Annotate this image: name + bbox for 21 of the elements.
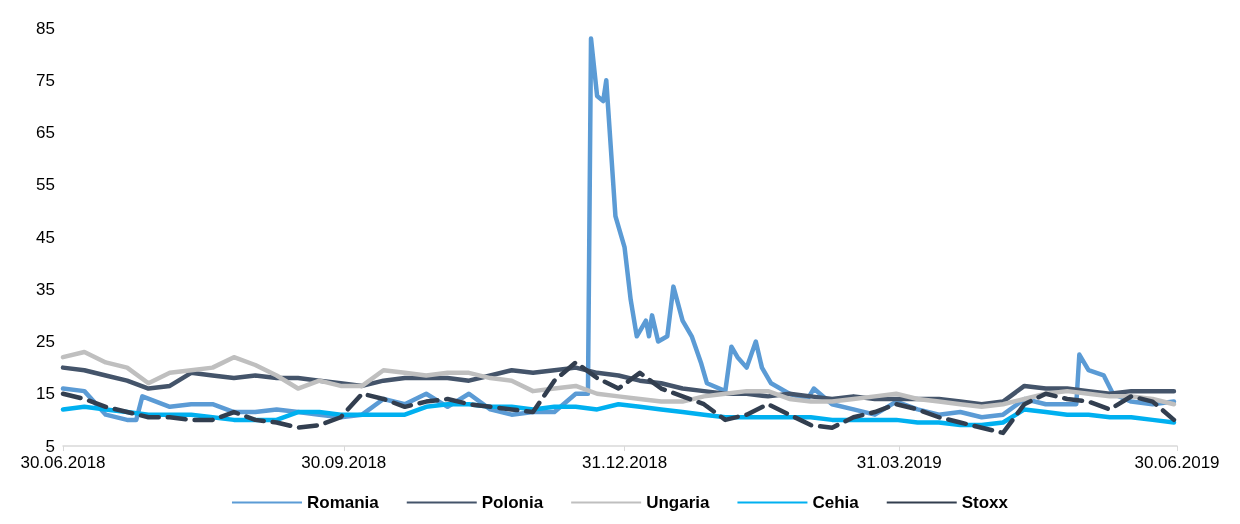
x-tick-label: 30.06.2018 [20, 453, 106, 472]
y-tick-label: 45 [36, 227, 55, 247]
y-tick-label: 25 [36, 332, 55, 351]
y-tick-label: 85 [36, 18, 55, 38]
legend-label: Cehia [812, 493, 860, 512]
legend-label: Romania [306, 493, 380, 512]
y-tick-label: 75 [36, 70, 55, 90]
x-tick-label: 30.09.2018 [301, 453, 387, 472]
y-tick-label: 65 [36, 123, 55, 142]
y-tick-label: 15 [36, 384, 55, 404]
y-tick-label: 35 [36, 279, 55, 299]
y-tick-label: 55 [36, 175, 55, 195]
line-series [60, 360, 1177, 436]
legend-label: Ungaria [646, 493, 710, 512]
x-tick-label: 31.12.2018 [582, 453, 668, 472]
legend-label: Polonia [481, 493, 544, 512]
x-tick-label: 30.06.2019 [1134, 453, 1220, 472]
y-tick-label: 5 [45, 436, 55, 456]
legend-label: Stoxx [961, 493, 1009, 512]
x-tick-label: 31.03.2019 [856, 453, 942, 472]
line-series [60, 349, 1177, 410]
